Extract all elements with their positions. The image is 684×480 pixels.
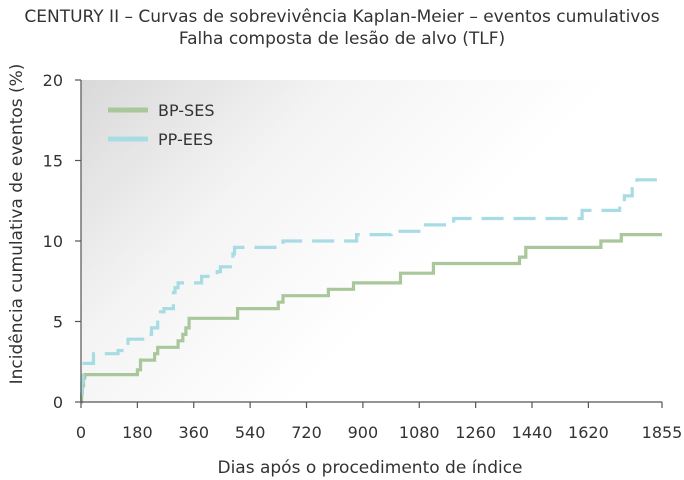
x-tick-label: 360 (178, 423, 209, 442)
x-tick-label: 540 (235, 423, 266, 442)
x-axis-label: Dias após o procedimento de índice (217, 458, 522, 478)
y-tick-label: 0 (53, 393, 63, 412)
chart-title: CENTURY II – Curvas de sobrevivência Kap… (24, 7, 659, 27)
legend-label-pp-ees: PP-EES (158, 130, 213, 149)
x-ticks: 0 180 360 540 720 900 1080 1260 1440 1620 1855 (76, 402, 682, 442)
y-tick-label: 20 (43, 71, 63, 90)
x-tick-label: 900 (348, 423, 379, 442)
series-line-bp-ses (80, 233, 662, 404)
x-tick-label: 1855 (642, 423, 683, 442)
y-axis-label: Incidência cumulativa de eventos (%) (7, 64, 27, 385)
series-line-pp-ees (80, 178, 662, 396)
x-tick-label: 1620 (568, 423, 609, 442)
x-tick-label: 180 (122, 423, 153, 442)
legend-label-bp-ses: BP-SES (158, 101, 214, 120)
x-tick-label: 1260 (455, 423, 496, 442)
x-tick-label: 0 (76, 423, 86, 442)
x-tick-label: 1440 (512, 423, 553, 442)
chart-subtitle: Falha composta de lesão de alvo (TLF) (179, 29, 505, 49)
x-tick-label: 1080 (399, 423, 440, 442)
x-tick-label: 720 (291, 423, 322, 442)
series-layer (80, 178, 662, 404)
y-ticks: 0 5 10 15 20 (43, 71, 81, 412)
plot-area (81, 80, 662, 402)
y-tick-label: 15 (43, 152, 63, 171)
y-tick-label: 10 (43, 232, 63, 251)
y-tick-label: 5 (53, 313, 63, 332)
legend: BP-SES PP-EES (108, 101, 214, 149)
